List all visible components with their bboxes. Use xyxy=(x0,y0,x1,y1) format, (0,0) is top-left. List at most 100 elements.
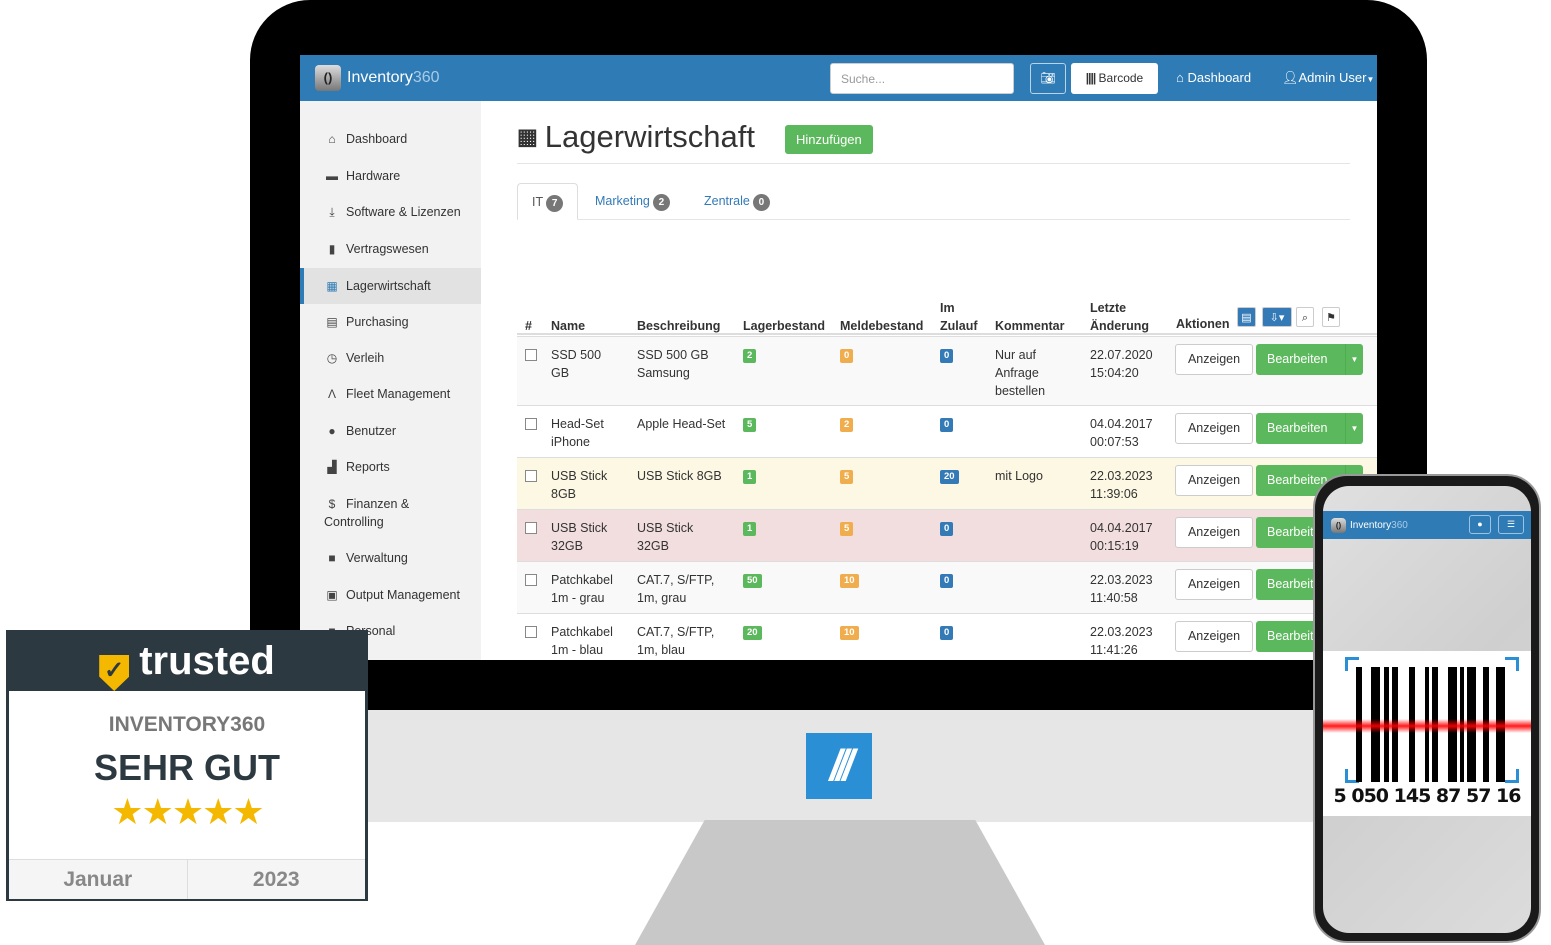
item-description: USB Stick 8GB xyxy=(637,467,722,485)
show-button[interactable]: Anzeigen xyxy=(1175,413,1253,444)
sidebar-item-vertragswesen[interactable]: ▮ Vertragswesen xyxy=(300,240,481,258)
sidebar-item-fleet-management[interactable]: Λ Fleet Management xyxy=(300,385,481,403)
item-last-change-line: 22.03.2023 xyxy=(1090,573,1153,587)
edit-button[interactable]: Bearbeiten ▼ xyxy=(1256,344,1363,375)
zulauf-badge: 0 xyxy=(940,574,954,588)
flag-icon[interactable]: ⚑ xyxy=(1322,307,1340,327)
user-icon: 👤︎ xyxy=(1282,70,1299,85)
item-description-line: SSD 500 GB xyxy=(637,348,709,362)
item-last-change-line: 04.04.2017 xyxy=(1090,521,1153,535)
column-header-lager: Lagerbestand xyxy=(743,319,825,333)
nav-dashboard-link[interactable]: ⌂ Dashboard xyxy=(1176,70,1251,85)
phone-screen: () Inventory360 ● ☰ 5 050 145 87 57 16 xyxy=(1323,486,1531,933)
edit-label: Bearbeiten xyxy=(1267,421,1328,435)
sidebar-item-output-management[interactable]: ▣ Output Management xyxy=(300,586,481,604)
row-checkbox[interactable] xyxy=(525,418,537,430)
sidebar-item-dashboard[interactable]: ⌂ Dashboard xyxy=(300,130,481,148)
show-button[interactable]: Anzeigen xyxy=(1175,569,1253,600)
phone-camera-button[interactable]: ● xyxy=(1469,515,1491,534)
badge-grade: SEHR GUT xyxy=(93,747,280,788)
sidebar-item-label: Purchasing xyxy=(346,315,409,329)
sidebar-item-label: Lagerwirtschaft xyxy=(346,279,431,293)
sidebar-item-verwaltung[interactable]: ■ Verwaltung xyxy=(300,549,481,567)
add-button[interactable]: Hinzufügen xyxy=(785,125,873,154)
item-description-line: USB Stick 8GB xyxy=(637,469,722,483)
brand-number: 360 xyxy=(412,69,440,86)
show-button[interactable]: Anzeigen xyxy=(1175,621,1253,652)
sidebar-item-hardware[interactable]: ▬ Hardware xyxy=(300,167,481,185)
item-last-change-line: 22.07.2020 xyxy=(1090,348,1153,362)
logo-icon: () xyxy=(1331,517,1346,533)
caret-down-icon[interactable]: ▼ xyxy=(1345,344,1363,375)
show-button[interactable]: Anzeigen xyxy=(1175,465,1253,496)
item-description: Apple Head-Set xyxy=(637,415,725,433)
table-header-border xyxy=(517,333,1377,335)
barcode-label: Barcode xyxy=(1098,71,1144,85)
clock-icon: ◷ xyxy=(326,351,338,365)
tab-zentrale[interactable]: Zentrale 0 xyxy=(690,183,784,220)
caret-down-icon[interactable]: ▼ xyxy=(1345,413,1363,444)
meldebestand-badge: 5 xyxy=(840,522,854,536)
item-name: Patchkabel 1m - blau xyxy=(551,623,613,659)
user-menu[interactable]: 👤︎Admin User▼ xyxy=(1282,70,1374,86)
home-icon: ⌂ xyxy=(328,132,336,146)
row-checkbox[interactable] xyxy=(525,470,537,482)
file-icon: ▮ xyxy=(328,242,336,256)
sidebar-item-reports[interactable]: ▟ Reports xyxy=(300,458,481,476)
show-button[interactable]: Anzeigen xyxy=(1175,517,1253,548)
sidebar-item-label: Vertragswesen xyxy=(346,242,429,256)
row-checkbox[interactable] xyxy=(525,574,537,586)
sidebar-item-benutzer[interactable]: ● Benutzer xyxy=(300,422,481,440)
badge-year: 2023 xyxy=(252,868,300,891)
phone-mockup: () Inventory360 ● ☰ 5 050 145 87 57 16 xyxy=(1313,474,1541,943)
row-checkbox[interactable] xyxy=(525,626,537,638)
edit-button[interactable]: Bearbeiten ▼ xyxy=(1256,413,1363,444)
barcode-button[interactable]: |||| Barcode xyxy=(1071,63,1158,94)
phone-menu-button[interactable]: ☰ xyxy=(1498,515,1524,534)
caret-down-icon: ▼ xyxy=(1366,75,1375,84)
scan-corner xyxy=(1345,657,1359,671)
brand-logo[interactable]: () Inventory360 xyxy=(315,65,440,91)
sidebar-item-lagerwirtschaft[interactable]: ▦ Lagerwirtschaft xyxy=(300,268,481,304)
item-last-change-line: 11:40:58 xyxy=(1090,591,1138,605)
item-last-change-line: 04.04.2017 xyxy=(1090,417,1153,431)
nav-dashboard-label: Dashboard xyxy=(1187,70,1252,85)
brand-name: Inventory xyxy=(347,69,413,86)
tab-it[interactable]: IT 7 xyxy=(517,183,579,220)
user-icon: ● xyxy=(328,424,336,438)
item-name-line: USB Stick xyxy=(551,469,608,483)
tab-marketing[interactable]: Marketing 2 xyxy=(581,183,684,220)
list-view-icon[interactable]: ▤ xyxy=(1237,307,1256,327)
print-icon: ▣ xyxy=(326,588,338,602)
list-icon: ▤ xyxy=(326,315,338,329)
scan-laser-line xyxy=(1323,719,1531,733)
tab-label: Zentrale xyxy=(704,194,750,208)
sidebar-item-finanzen-controlling[interactable]: $ Finanzen & Controlling xyxy=(300,495,450,531)
row-checkbox[interactable] xyxy=(525,522,537,534)
export-icon[interactable]: ⇩▾ xyxy=(1262,307,1292,327)
item-comment: Nur auf Anfrage bestellen xyxy=(995,346,1045,400)
camera-button[interactable]: 📷︎ xyxy=(1030,63,1066,94)
star-rating: ★★★★★ xyxy=(9,791,365,833)
item-name: SSD 500 GB xyxy=(551,346,601,382)
item-name-line: SSD 500 xyxy=(551,348,602,362)
table-row: Patchkabel 1m - grau CAT.7, S/FTP, 1m, grau… xyxy=(517,561,1377,613)
meldebestand-badge: 0 xyxy=(840,349,854,363)
item-comment: mit Logo xyxy=(995,467,1043,485)
app-screen: () Inventory360 Suche... 📷︎ |||| Barcode … xyxy=(300,55,1377,660)
row-checkbox[interactable] xyxy=(525,349,537,361)
item-description-line: CAT.7, S/FTP, xyxy=(637,573,715,587)
barcode-number: 5 050 145 87 57 16 xyxy=(1333,785,1522,807)
hdd-icon: ▬ xyxy=(326,169,338,183)
sidebar-item-software-lizenzen[interactable]: ⤓ Software & Lizenzen xyxy=(300,203,481,221)
column-header-zulauf2: Zulauf xyxy=(940,319,978,333)
meldebestand-badge: 10 xyxy=(840,626,859,640)
search-icon[interactable]: ⌕ xyxy=(1296,307,1314,327)
star-icon: ★ xyxy=(202,791,234,832)
search-input[interactable]: Suche... xyxy=(830,63,1014,94)
tab-label: Marketing xyxy=(595,194,650,208)
show-button[interactable]: Anzeigen xyxy=(1175,344,1253,375)
dollar-icon: $ xyxy=(328,497,336,511)
sidebar-item-verleih[interactable]: ◷ Verleih xyxy=(300,349,481,367)
sidebar-item-purchasing[interactable]: ▤ Purchasing xyxy=(300,313,481,331)
